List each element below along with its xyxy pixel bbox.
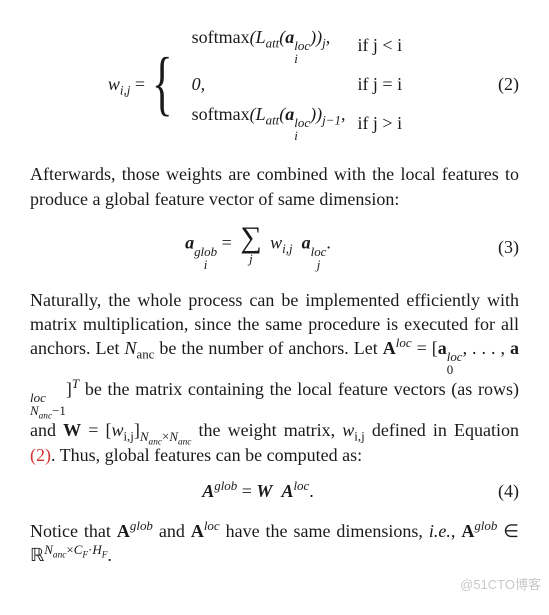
p2b: be the number of anchors. Let [154, 338, 382, 358]
equation-2-number: (2) [486, 72, 519, 96]
eq2-cond2: if j = i [351, 69, 408, 99]
equation-3: aglobi = ∑ j wi,j alocj. (3) [30, 223, 519, 272]
p2f: . Thus, global features can be computed … [51, 445, 362, 465]
paragraph-3: Notice that Aglob and Aloc have the same… [30, 519, 519, 568]
paragraph-1: Afterwards, those weights are combined w… [30, 162, 519, 211]
p2e: defined in Equation [365, 420, 519, 440]
equation-4-number: (4) [486, 479, 519, 503]
equation-4: Aglob = W Aloc. (4) [30, 479, 519, 503]
eq2-cond1: if j < i [351, 22, 408, 69]
equation-2: wi,j = { softmax(Latt(aloci))j, if j < i… [30, 22, 519, 146]
equation-4-body: Aglob = W Aloc. [30, 479, 486, 503]
eq2-cond3: if j > i [351, 99, 408, 146]
p3b: and [153, 521, 191, 541]
eq-ref-2[interactable]: (2) [30, 445, 51, 465]
equation-2-body: wi,j = { softmax(Latt(aloci))j, if j < i… [30, 22, 486, 146]
equation-3-body: aglobi = ∑ j wi,j alocj. [30, 223, 486, 272]
p3e: , [451, 521, 461, 541]
watermark: @51CTO博客 [460, 576, 541, 594]
p3c: have the same dimensions, [220, 521, 429, 541]
eq2-case2: 0, [186, 69, 352, 99]
p3d: i.e. [429, 521, 451, 541]
paragraph-2: Naturally, the whole process can be impl… [30, 288, 519, 467]
equation-3-number: (3) [486, 235, 519, 259]
p3a: Notice that [30, 521, 117, 541]
p2d: the weight matrix, [191, 420, 342, 440]
